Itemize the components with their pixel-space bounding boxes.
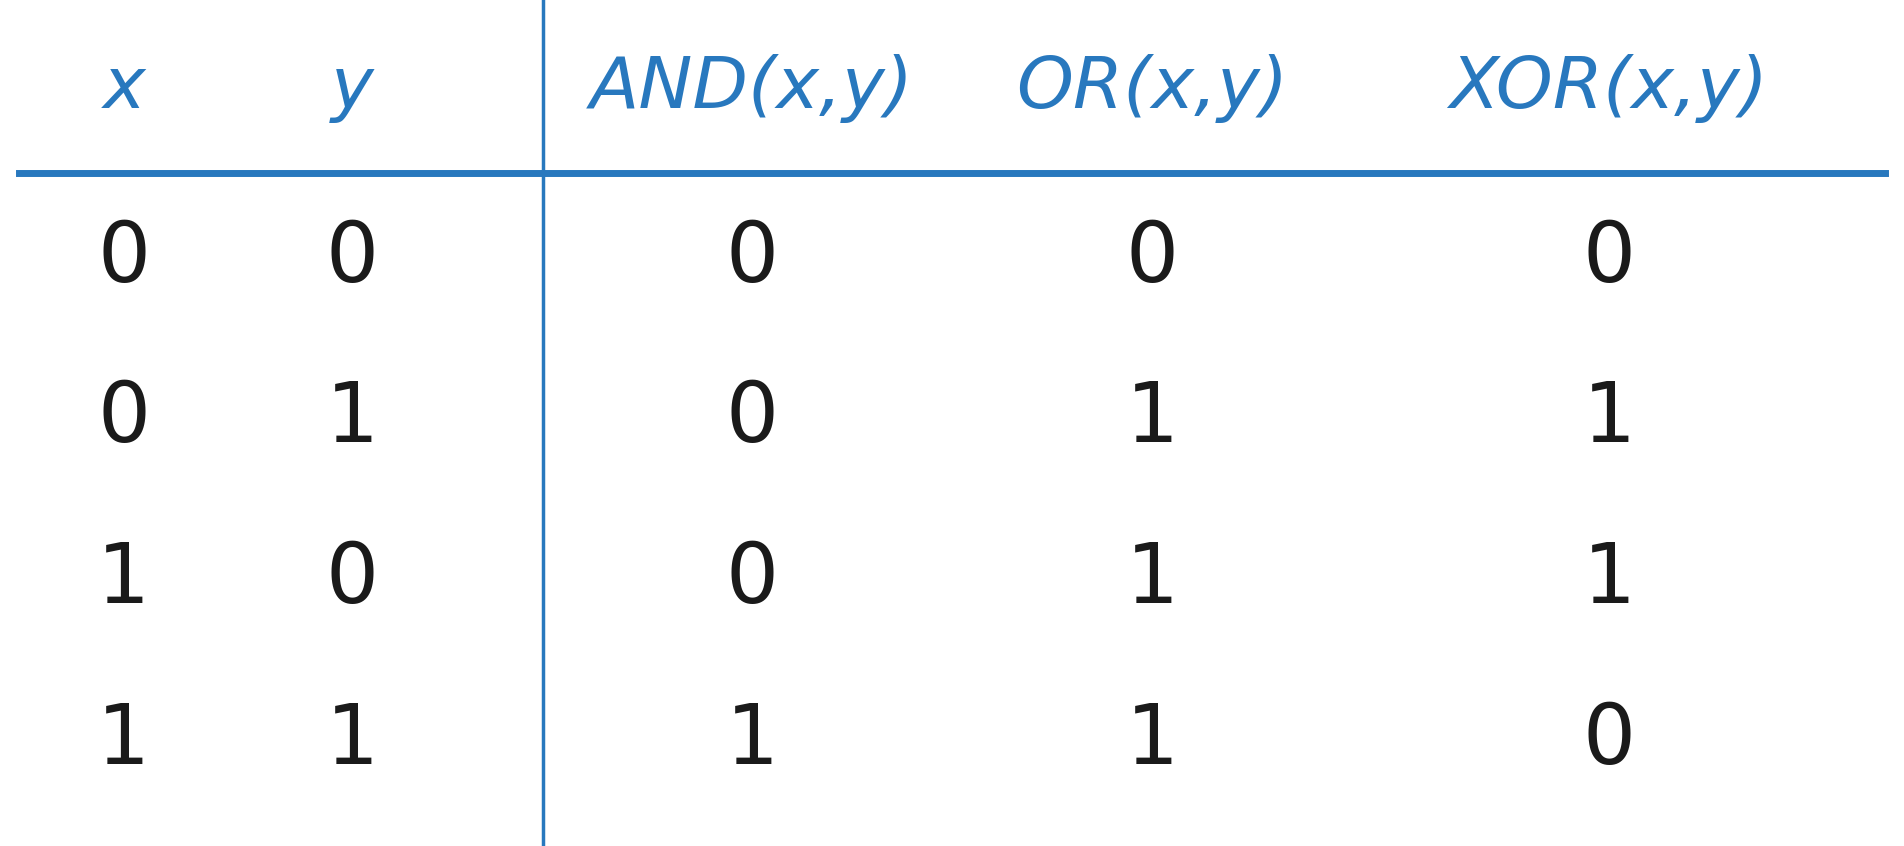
Text: 1: 1	[1582, 378, 1636, 459]
Text: XOR(x,y): XOR(x,y)	[1449, 54, 1769, 124]
Text: 1: 1	[1582, 539, 1636, 620]
Text: x: x	[103, 54, 145, 124]
Text: 0: 0	[1125, 217, 1179, 299]
Text: 0: 0	[97, 217, 150, 299]
Text: 1: 1	[97, 700, 150, 781]
Text: 1: 1	[326, 700, 379, 781]
Text: 0: 0	[725, 378, 779, 459]
Text: 0: 0	[725, 539, 779, 620]
Text: y: y	[331, 54, 373, 124]
Text: 0: 0	[97, 378, 150, 459]
Text: 1: 1	[1125, 539, 1179, 620]
Text: OR(x,y): OR(x,y)	[1017, 54, 1287, 124]
Text: 0: 0	[725, 217, 779, 299]
Text: 0: 0	[1582, 700, 1636, 781]
Text: 0: 0	[1582, 217, 1636, 299]
Text: 1: 1	[1125, 700, 1179, 781]
Text: 1: 1	[97, 539, 150, 620]
Text: 1: 1	[725, 700, 779, 781]
Text: 1: 1	[1125, 378, 1179, 459]
Text: 0: 0	[326, 539, 379, 620]
Text: 0: 0	[326, 217, 379, 299]
Text: AND(x,y): AND(x,y)	[590, 54, 914, 124]
Text: 1: 1	[326, 378, 379, 459]
